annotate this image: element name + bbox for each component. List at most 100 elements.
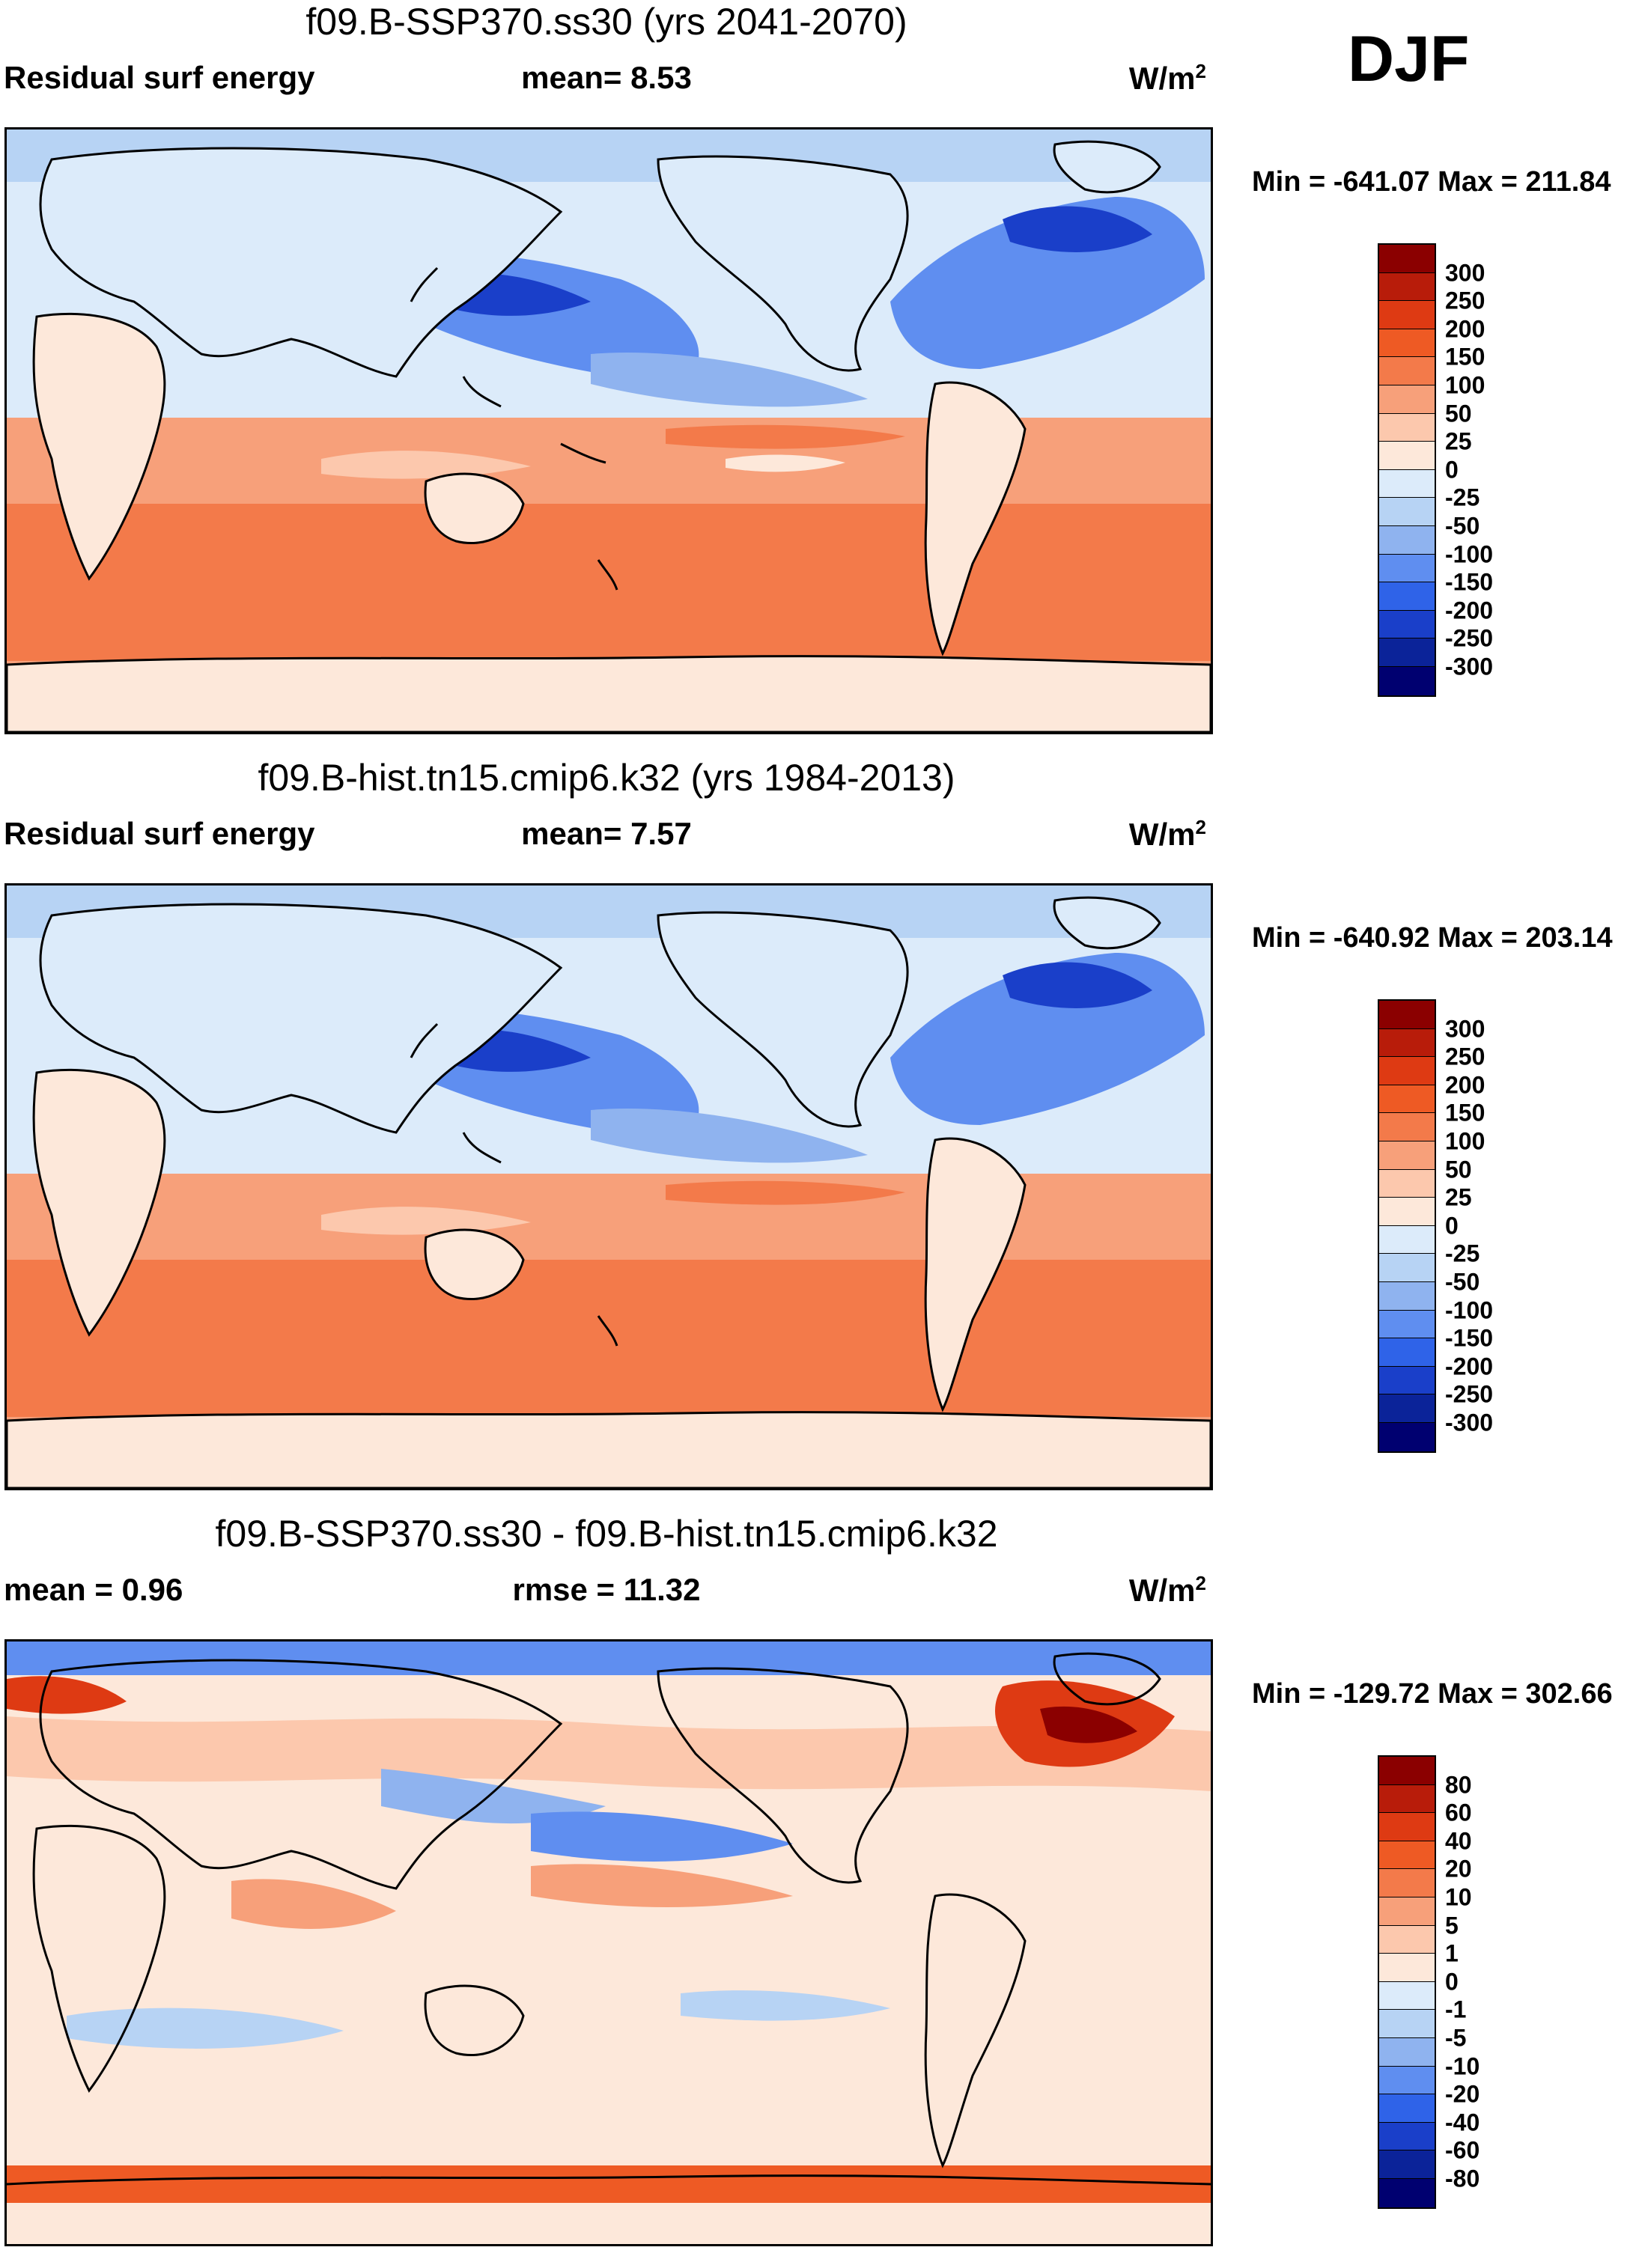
min-max-label: Min = -129.72 Max = 302.66 (1252, 1678, 1613, 1710)
colorbar-box (1379, 1366, 1435, 1395)
colorbar-box (1379, 2178, 1435, 2207)
map-plot (4, 127, 1213, 734)
colorbar-box (1379, 1338, 1435, 1367)
colorbar-box (1379, 1925, 1435, 1954)
colorbar-tick-label: -60 (1445, 2136, 1480, 2164)
min-max-label: Min = -641.07 Max = 211.84 (1252, 166, 1611, 198)
colorbar-box (1379, 2010, 1435, 2038)
colorbar-tick-label: 40 (1445, 1827, 1472, 1855)
colorbar-tick-label: -150 (1445, 1324, 1494, 1352)
colorbar-tick-label: 5 (1445, 1912, 1459, 1939)
units-label: W/m2 (1128, 60, 1206, 96)
colorbar-box (1379, 272, 1435, 302)
colorbar-box (1379, 610, 1435, 639)
colorbar-box (1379, 1225, 1435, 1255)
colorbar-tick-label: -100 (1445, 540, 1494, 568)
colorbar-tick-label: 60 (1445, 1799, 1472, 1826)
colorbar-tick-label: 20 (1445, 1855, 1472, 1883)
panel-title: f09.B-hist.tn15.cmip6.k32 (yrs 1984-2013… (258, 757, 955, 799)
colorbar-tick-label: -20 (1445, 2080, 1480, 2108)
colorbar-box (1379, 1254, 1435, 1282)
colorbar-tick-label: 200 (1445, 315, 1485, 343)
colorbar-tick-label: 0 (1445, 1968, 1459, 1996)
colorbar (1378, 243, 1436, 697)
colorbar-tick-label: 25 (1445, 427, 1472, 455)
colorbar-tick-label: 150 (1445, 343, 1485, 371)
colorbar-box (1379, 385, 1435, 414)
units-label: W/m2 (1128, 816, 1206, 852)
colorbar-box (1379, 1897, 1435, 1926)
colorbar-box (1379, 525, 1435, 555)
panel-ssp370: f09.B-SSP370.ss30 (yrs 2041-2070) Residu… (0, 0, 1633, 756)
colorbar-tick-label: 1 (1445, 1939, 1459, 1967)
colorbar-box (1379, 554, 1435, 583)
colorbar-box (1379, 1281, 1435, 1311)
colorbar-tick-label: -300 (1445, 653, 1494, 680)
colorbar-box (1379, 1841, 1435, 1870)
colorbar-tick-label: -10 (1445, 2052, 1480, 2080)
colorbar-box (1379, 1813, 1435, 1841)
colorbar-box (1379, 357, 1435, 385)
colorbar-tick-label: -150 (1445, 568, 1494, 596)
colorbar-tick-label: 50 (1445, 400, 1472, 427)
colorbar-box (1379, 1057, 1435, 1085)
season-label: DJF (1348, 23, 1470, 95)
colorbar-box (1379, 1394, 1435, 1423)
min-max-label: Min = -640.92 Max = 203.14 (1252, 922, 1613, 954)
colorbar-box (1379, 2150, 1435, 2179)
colorbar-box (1379, 582, 1435, 611)
colorbar-tick-label: -200 (1445, 597, 1494, 624)
colorbar-tick-label: 0 (1445, 1212, 1459, 1240)
colorbar-box (1379, 2066, 1435, 2095)
colorbar-box (1379, 1198, 1435, 1226)
colorbar-tick-label: -50 (1445, 512, 1480, 540)
panel-difference: f09.B-SSP370.ss30 - f09.B-hist.tn15.cmip… (0, 1512, 1633, 2268)
panel-title: f09.B-SSP370.ss30 - f09.B-hist.tn15.cmip… (215, 1513, 998, 1555)
colorbar-box (1379, 1028, 1435, 1058)
colorbar-tick-label: -1 (1445, 1996, 1467, 2023)
colorbar-box (1379, 1954, 1435, 1982)
colorbar-box (1379, 1141, 1435, 1170)
mean-label: mean = 0.96 (4, 1572, 183, 1607)
units-label: W/m2 (1128, 1572, 1206, 1608)
colorbar-tick-label: -25 (1445, 484, 1480, 511)
colorbar-box (1379, 1422, 1435, 1451)
colorbar-tick-label: -300 (1445, 1409, 1494, 1436)
colorbar-tick-label: -5 (1445, 2024, 1467, 2052)
colorbar (1378, 1755, 1436, 2209)
colorbar-tick-label: 300 (1445, 1015, 1485, 1043)
colorbar-tick-label: -250 (1445, 624, 1494, 652)
variable-label: Residual surf energy (4, 60, 315, 95)
colorbar-box (1379, 1085, 1435, 1114)
colorbar-box (1379, 2094, 1435, 2123)
colorbar-box (1379, 301, 1435, 329)
colorbar-tick-label: -25 (1445, 1240, 1480, 1267)
colorbar-tick-label: 10 (1445, 1883, 1472, 1911)
colorbar-box (1379, 329, 1435, 358)
colorbar-tick-label: 250 (1445, 287, 1485, 314)
colorbar-box (1379, 1001, 1435, 1029)
colorbar-box (1379, 1757, 1435, 1785)
map-plot (4, 883, 1213, 1490)
colorbar-tick-label: 250 (1445, 1043, 1485, 1070)
rmse-label: rmse = 11.32 (512, 1572, 701, 1607)
colorbar-box (1379, 442, 1435, 470)
colorbar-box (1379, 666, 1435, 695)
colorbar-box (1379, 1869, 1435, 1897)
colorbar (1378, 999, 1436, 1453)
colorbar-tick-label: 300 (1445, 259, 1485, 287)
colorbar-tick-label: 25 (1445, 1183, 1472, 1211)
map-plot (4, 1639, 1213, 2246)
colorbar-box (1379, 498, 1435, 526)
colorbar-box (1379, 638, 1435, 667)
colorbar-box (1379, 413, 1435, 442)
variable-label: Residual surf energy (4, 816, 315, 851)
colorbar-box (1379, 1113, 1435, 1141)
colorbar-tick-label: 80 (1445, 1771, 1472, 1799)
colorbar-tick-label: 50 (1445, 1156, 1472, 1183)
panel-title: f09.B-SSP370.ss30 (yrs 2041-2070) (305, 1, 907, 43)
colorbar-box (1379, 1169, 1435, 1198)
colorbar-tick-label: 150 (1445, 1099, 1485, 1127)
colorbar-tick-label: -50 (1445, 1268, 1480, 1296)
panel-hist: f09.B-hist.tn15.cmip6.k32 (yrs 1984-2013… (0, 756, 1633, 1512)
